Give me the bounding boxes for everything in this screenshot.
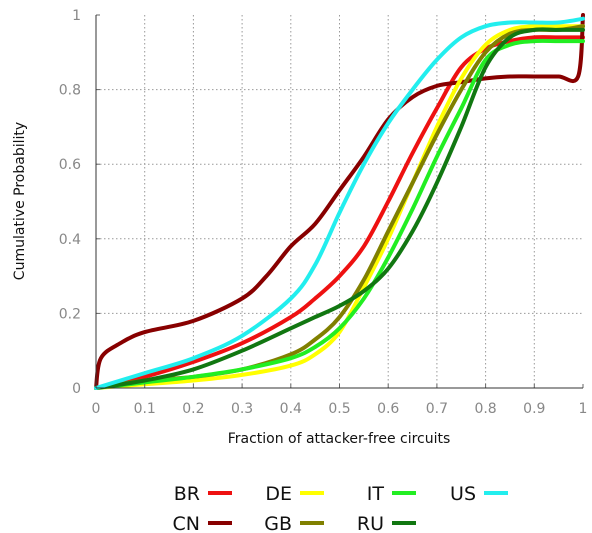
x-tick-label: 0.2	[182, 401, 204, 417]
y-tick-label: 0.4	[59, 232, 81, 248]
legend-label-it: IT	[367, 483, 385, 505]
series-line-ru	[94, 27, 585, 390]
y-tick-label: 0.6	[59, 157, 81, 173]
series-line-cn	[94, 13, 585, 390]
grid-lines	[96, 15, 583, 388]
tick-labels: 0 0.1 0.2 0.3 0.4 0.5 0.6 0.7 0.8 0.9 1 0 0.2 0.4 0.6 0…	[59, 8, 588, 417]
axes	[95, 14, 584, 389]
legend-label-gb: GB	[264, 513, 292, 533]
legend-label-ru: RU	[357, 513, 384, 533]
legend: BR DE IT US CN GB RU	[173, 483, 508, 533]
x-tick-label: 0.6	[377, 401, 399, 417]
x-tick-label: 0.5	[328, 401, 350, 417]
y-axis-title: Cumulative Probability	[12, 122, 28, 280]
y-tick-label: 1	[72, 8, 81, 24]
x-axis-title: Fraction of attacker-free circuits	[228, 431, 451, 447]
x-tick-label: 0	[92, 401, 101, 417]
x-tick-label: 0.9	[523, 401, 545, 417]
series-layer	[94, 13, 585, 390]
x-tick-label: 0.1	[134, 401, 156, 417]
legend-label-br: BR	[174, 483, 200, 505]
series-line-br	[94, 35, 585, 390]
x-tick-label: 1	[579, 401, 588, 417]
x-tick-label: 0.4	[280, 401, 302, 417]
legend-label-de: DE	[265, 483, 292, 505]
legend-label-us: US	[450, 483, 476, 505]
series-line-us	[94, 16, 585, 390]
y-tick-label: 0.8	[59, 83, 81, 99]
series-line-de	[94, 23, 585, 390]
x-tick-label: 0.3	[231, 401, 253, 417]
legend-label-cn: CN	[173, 513, 200, 533]
y-tick-label: 0.2	[59, 306, 81, 322]
x-tick-label: 0.7	[426, 401, 448, 417]
series-line-it	[94, 38, 585, 390]
x-tick-label: 0.8	[474, 401, 496, 417]
y-tick-label: 0	[72, 381, 81, 397]
